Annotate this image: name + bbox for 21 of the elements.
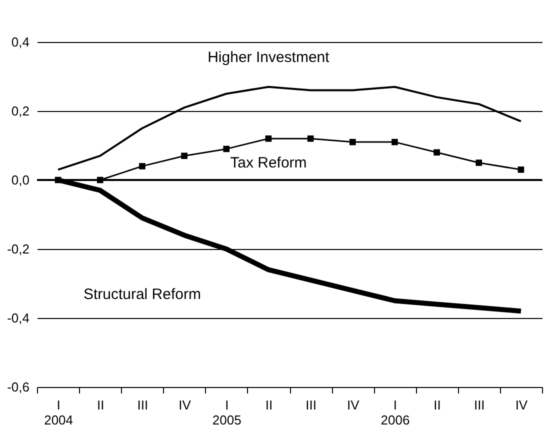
y-tick-label: -0,4 [7, 310, 30, 326]
x-tick-label: II [265, 398, 273, 412]
x-tick-label: IV [346, 398, 360, 412]
series-label: Tax Reform [230, 154, 307, 172]
x-tick-label: I 2004 [44, 398, 74, 428]
x-tick-label: I 2006 [380, 398, 410, 428]
x-tick-label: III [137, 398, 148, 412]
x-tick-label: I 2005 [212, 398, 242, 428]
series-label: Higher Investment [208, 48, 330, 66]
x-tick-label: IV [178, 398, 192, 412]
text: Structural Reform [83, 286, 201, 303]
x-tick-label: II [97, 398, 104, 412]
y-tick-label: 0,4 [11, 34, 30, 50]
y-tick-label: -0,2 [7, 242, 30, 256]
y-tick-label: 0,2 [11, 104, 30, 118]
x-tick-label: III [474, 398, 485, 412]
x-tick-label: III [306, 398, 316, 412]
y-tick-label: -0,6 [7, 380, 30, 394]
y-tick-label: 0,0 [11, 172, 30, 188]
x-tick-label: II [434, 398, 441, 412]
x-tick-label: IV [515, 398, 528, 412]
